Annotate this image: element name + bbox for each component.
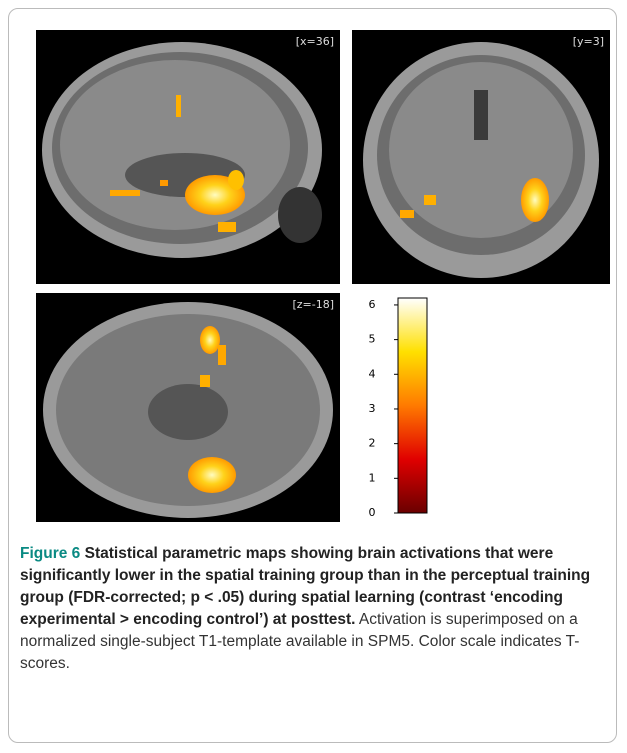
tick-label: 2	[369, 437, 376, 450]
panel-label: [y=3]	[573, 35, 604, 48]
colorbar	[398, 298, 427, 513]
panel-label: [x=36]	[296, 35, 334, 48]
figure: [x=36] [y=3] [z=-18] 0 1 2 3 4 5 6	[0, 0, 627, 540]
figure-label: Figure 6	[20, 545, 80, 562]
panel-label: [z=-18]	[292, 298, 334, 311]
tick-label: 3	[369, 402, 376, 415]
sagittal-panel: [x=36]	[36, 30, 340, 284]
coronal-panel: [y=3]	[352, 30, 610, 284]
caption: Figure 6 Statistical parametric maps sho…	[20, 543, 608, 675]
axial-panel: [z=-18]	[36, 293, 340, 522]
tick-label: 1	[369, 471, 376, 484]
page: [x=36] [y=3] [z=-18] 0 1 2 3 4 5 6 Figure 6 St…	[0, 0, 627, 753]
tick-label: 4	[369, 367, 376, 380]
tick-label: 6	[369, 298, 376, 311]
tick-label: 5	[369, 333, 376, 346]
tick-label: 0	[369, 506, 376, 519]
